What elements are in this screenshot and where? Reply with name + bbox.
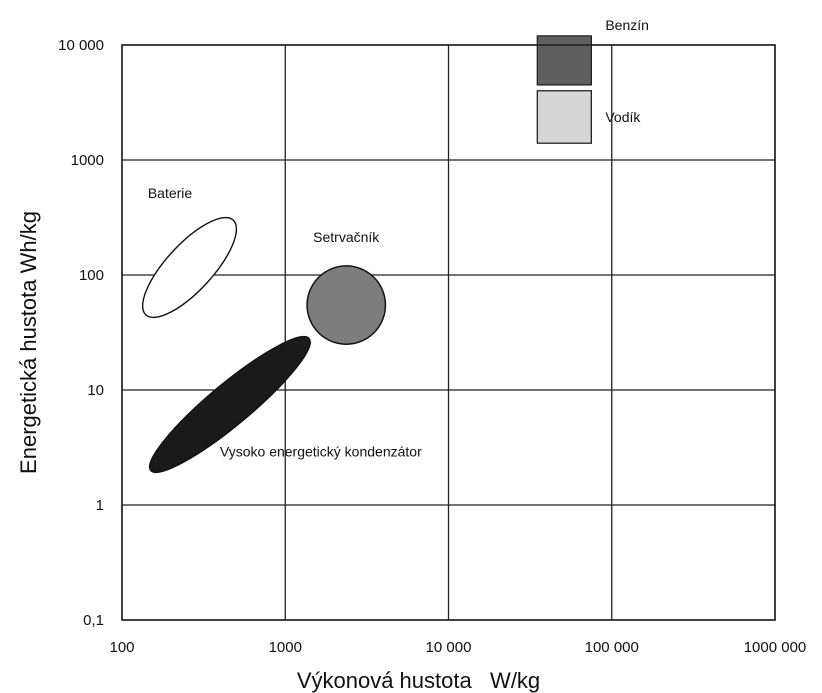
x-tick-labels: 100 1000 10 000 100 000 1000 000 (109, 639, 806, 656)
x-tick-label: 100 (109, 639, 134, 656)
y-tick-label: 0,1 (83, 612, 104, 629)
y-tick-label: 1 (96, 497, 104, 514)
grid-layer (121, 44, 776, 621)
y-tick-label: 1000 (71, 152, 104, 169)
region-vysoko-energeticky-kondenzator (148, 336, 311, 473)
x-tick-label: 100 000 (585, 639, 639, 656)
region-label-vodik: Vodík (605, 109, 641, 125)
y-tick-label: 10 (87, 382, 104, 399)
region-label-baterie: Baterie (148, 185, 193, 201)
plot-frame (121, 44, 776, 621)
x-tick-label: 1000 000 (744, 639, 807, 656)
y-axis-label: Energetická hustota Wh/kg (16, 211, 41, 474)
region-vodik (536, 90, 593, 144)
region-layer (141, 35, 593, 473)
x-axis-label: Výkonová hustota W/kg (297, 668, 540, 693)
y-tick-labels: 0,1 1 10 100 1000 10 000 (58, 37, 104, 629)
region-label-setrvacnik: Setrvačník (313, 229, 380, 245)
region-labels: Baterie Setrvačník Vysoko energetický kond… (148, 17, 649, 460)
x-tick-label: 1000 (269, 639, 302, 656)
x-tick-label: 10 000 (426, 639, 472, 656)
region-baterie (141, 216, 238, 319)
region-setrvacnik (306, 265, 387, 345)
region-label-benzin: Benzín (605, 17, 649, 33)
region-benzin (536, 35, 593, 86)
region-label-vysoko-energeticky-kondenzator: Vysoko energetický kondenzátor (220, 443, 422, 459)
y-tick-label: 10 000 (58, 37, 104, 54)
y-tick-label: 100 (79, 267, 104, 284)
